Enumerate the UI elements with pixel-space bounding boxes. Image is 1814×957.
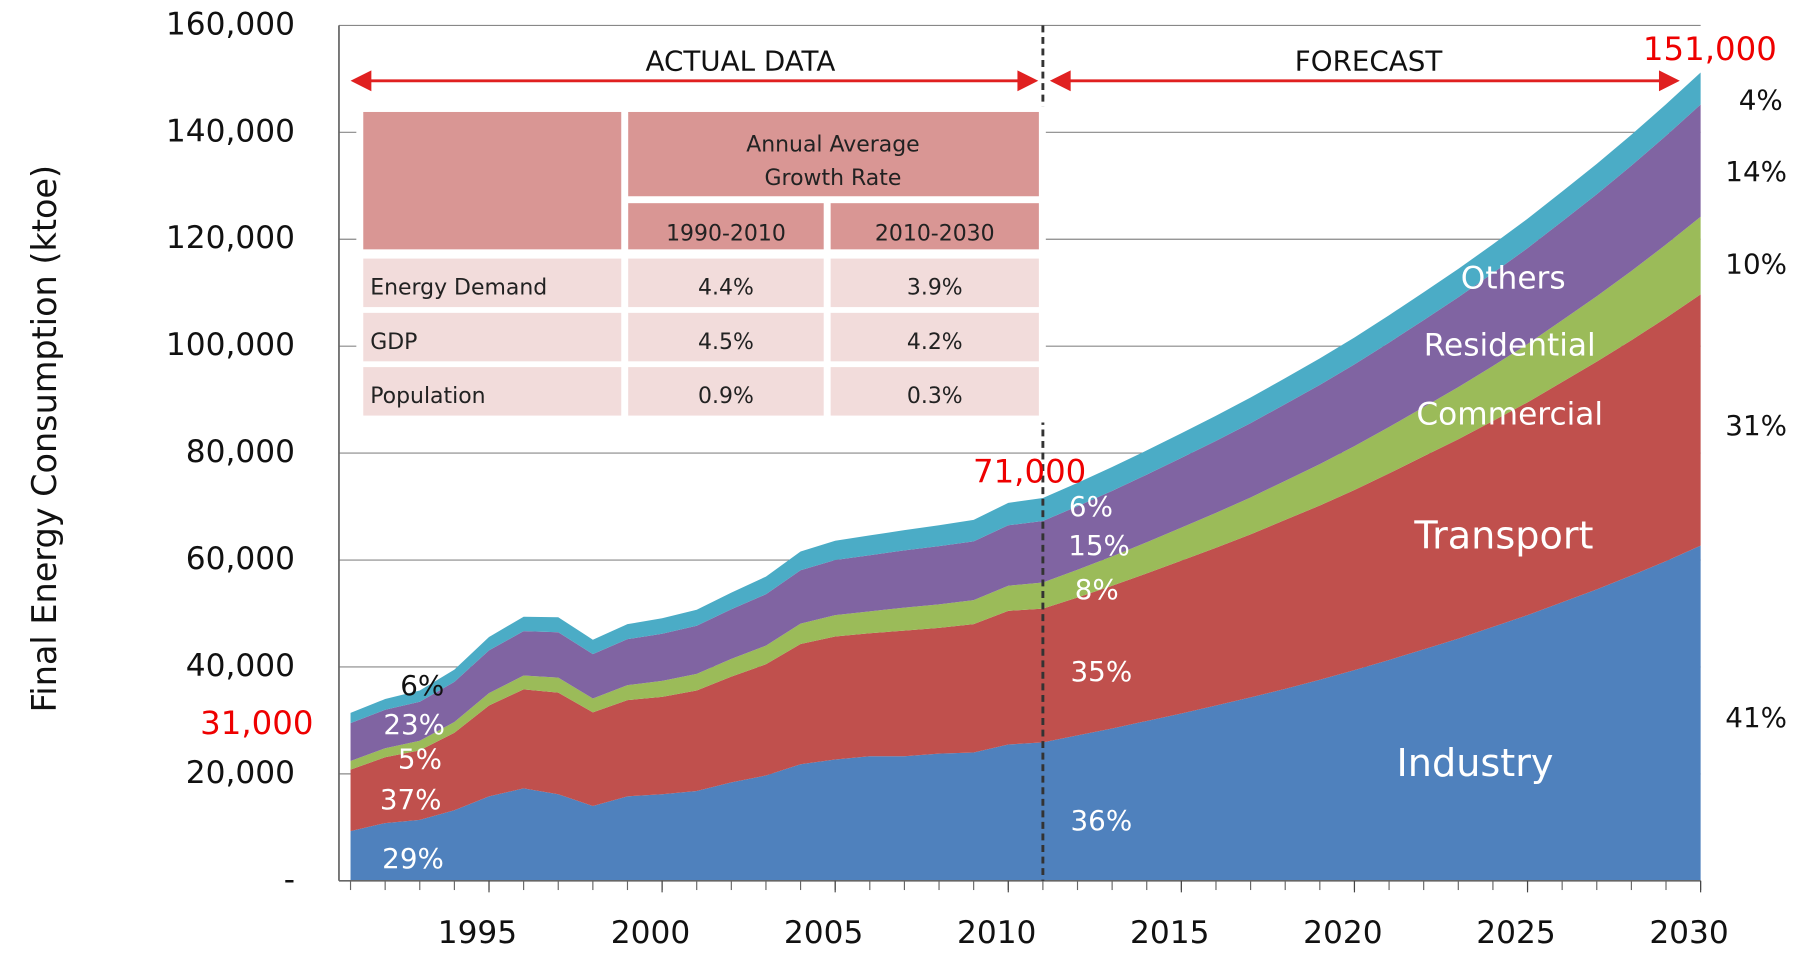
area: [350, 104, 1701, 762]
x-tick-label: 2030: [1649, 915, 1728, 951]
series-label: Residential: [1424, 327, 1596, 363]
annotation: 41%: [1725, 701, 1787, 734]
region-label: ACTUAL DATA: [645, 44, 835, 77]
series-label: Transport: [1413, 513, 1593, 557]
table-cell: [628, 367, 824, 416]
table-cell: [363, 258, 622, 308]
annotation: 6%: [400, 669, 444, 702]
table-cell: [363, 111, 622, 250]
table-text: 4.2%: [907, 330, 963, 355]
y-tick-label: -: [284, 862, 295, 898]
annotation: 14%: [1725, 155, 1787, 188]
annotation: 31%: [1725, 409, 1787, 442]
annotation: 151,000: [1643, 30, 1777, 68]
table-column: 1990-2010: [666, 221, 786, 246]
x-tick-label: 2025: [1476, 915, 1555, 951]
annotation: 71,000: [973, 452, 1086, 490]
table-cell: [628, 111, 1039, 197]
annotation: 29%: [382, 842, 444, 875]
y-tick-label: 20,000: [186, 755, 295, 791]
annotation: 6%: [1069, 490, 1113, 523]
annotation: 36%: [1071, 804, 1133, 837]
annotation: 23%: [383, 708, 445, 741]
series-label: Industry: [1397, 741, 1554, 785]
annotation: 15%: [1068, 529, 1130, 562]
table-cell: [363, 367, 622, 416]
table-cell: [363, 312, 622, 362]
table-text: 4.5%: [698, 330, 754, 355]
y-tick-label: 120,000: [166, 220, 295, 256]
y-tick-label: 80,000: [186, 434, 295, 470]
table-column: 2010-2030: [875, 221, 995, 246]
x-tick-label: 2010: [957, 915, 1036, 951]
y-tick-label: 140,000: [166, 113, 295, 149]
x-tick-label: 1995: [438, 915, 517, 951]
y-axis-title: Final Energy Consumption (ktoe): [25, 165, 64, 713]
table-text: GDP: [370, 330, 417, 355]
table-header: Annual Average: [746, 132, 920, 157]
table-text: 3.9%: [907, 276, 963, 301]
table-text: 0.3%: [907, 384, 963, 409]
area: [350, 545, 1701, 881]
table-text: Population: [370, 384, 485, 409]
y-tick-label: 100,000: [166, 327, 295, 363]
x-tick-label: 2020: [1303, 915, 1382, 951]
table-cell: [628, 312, 824, 362]
annotation: 31,000: [200, 704, 313, 742]
area: [350, 294, 1701, 832]
table-text: Energy Demand: [370, 276, 547, 301]
table-cell: [628, 203, 824, 250]
annotation: 8%: [1075, 573, 1119, 606]
growth-table: Annual Average Growth Rate 1990-2010 2010-2…: [356, 106, 1046, 423]
series-label: Commercial: [1416, 397, 1603, 433]
annotation: 10%: [1725, 248, 1787, 281]
x-tick-label: 2015: [1130, 915, 1209, 951]
y-tick-label: 40,000: [186, 648, 295, 684]
annotation: 37%: [380, 783, 442, 816]
y-tick-label: 60,000: [186, 541, 295, 577]
table-text: 4.4%: [698, 276, 754, 301]
annotation: 4%: [1739, 84, 1783, 117]
x-tick-label: 2000: [611, 915, 690, 951]
table-cell: [830, 312, 1039, 362]
region-label: FORECAST: [1295, 44, 1444, 77]
y-tick-label: 160,000: [166, 6, 295, 42]
table-cell: [628, 258, 824, 308]
table-text: 0.9%: [698, 384, 754, 409]
series-label: Others: [1461, 260, 1566, 296]
annotation: 35%: [1071, 655, 1133, 688]
table-cell: [830, 203, 1039, 250]
table-cell: [830, 367, 1039, 416]
table-cell: [830, 258, 1039, 308]
x-tick-label: 2005: [784, 915, 863, 951]
annotation: 5%: [398, 743, 442, 776]
table-header: Growth Rate: [765, 166, 902, 191]
